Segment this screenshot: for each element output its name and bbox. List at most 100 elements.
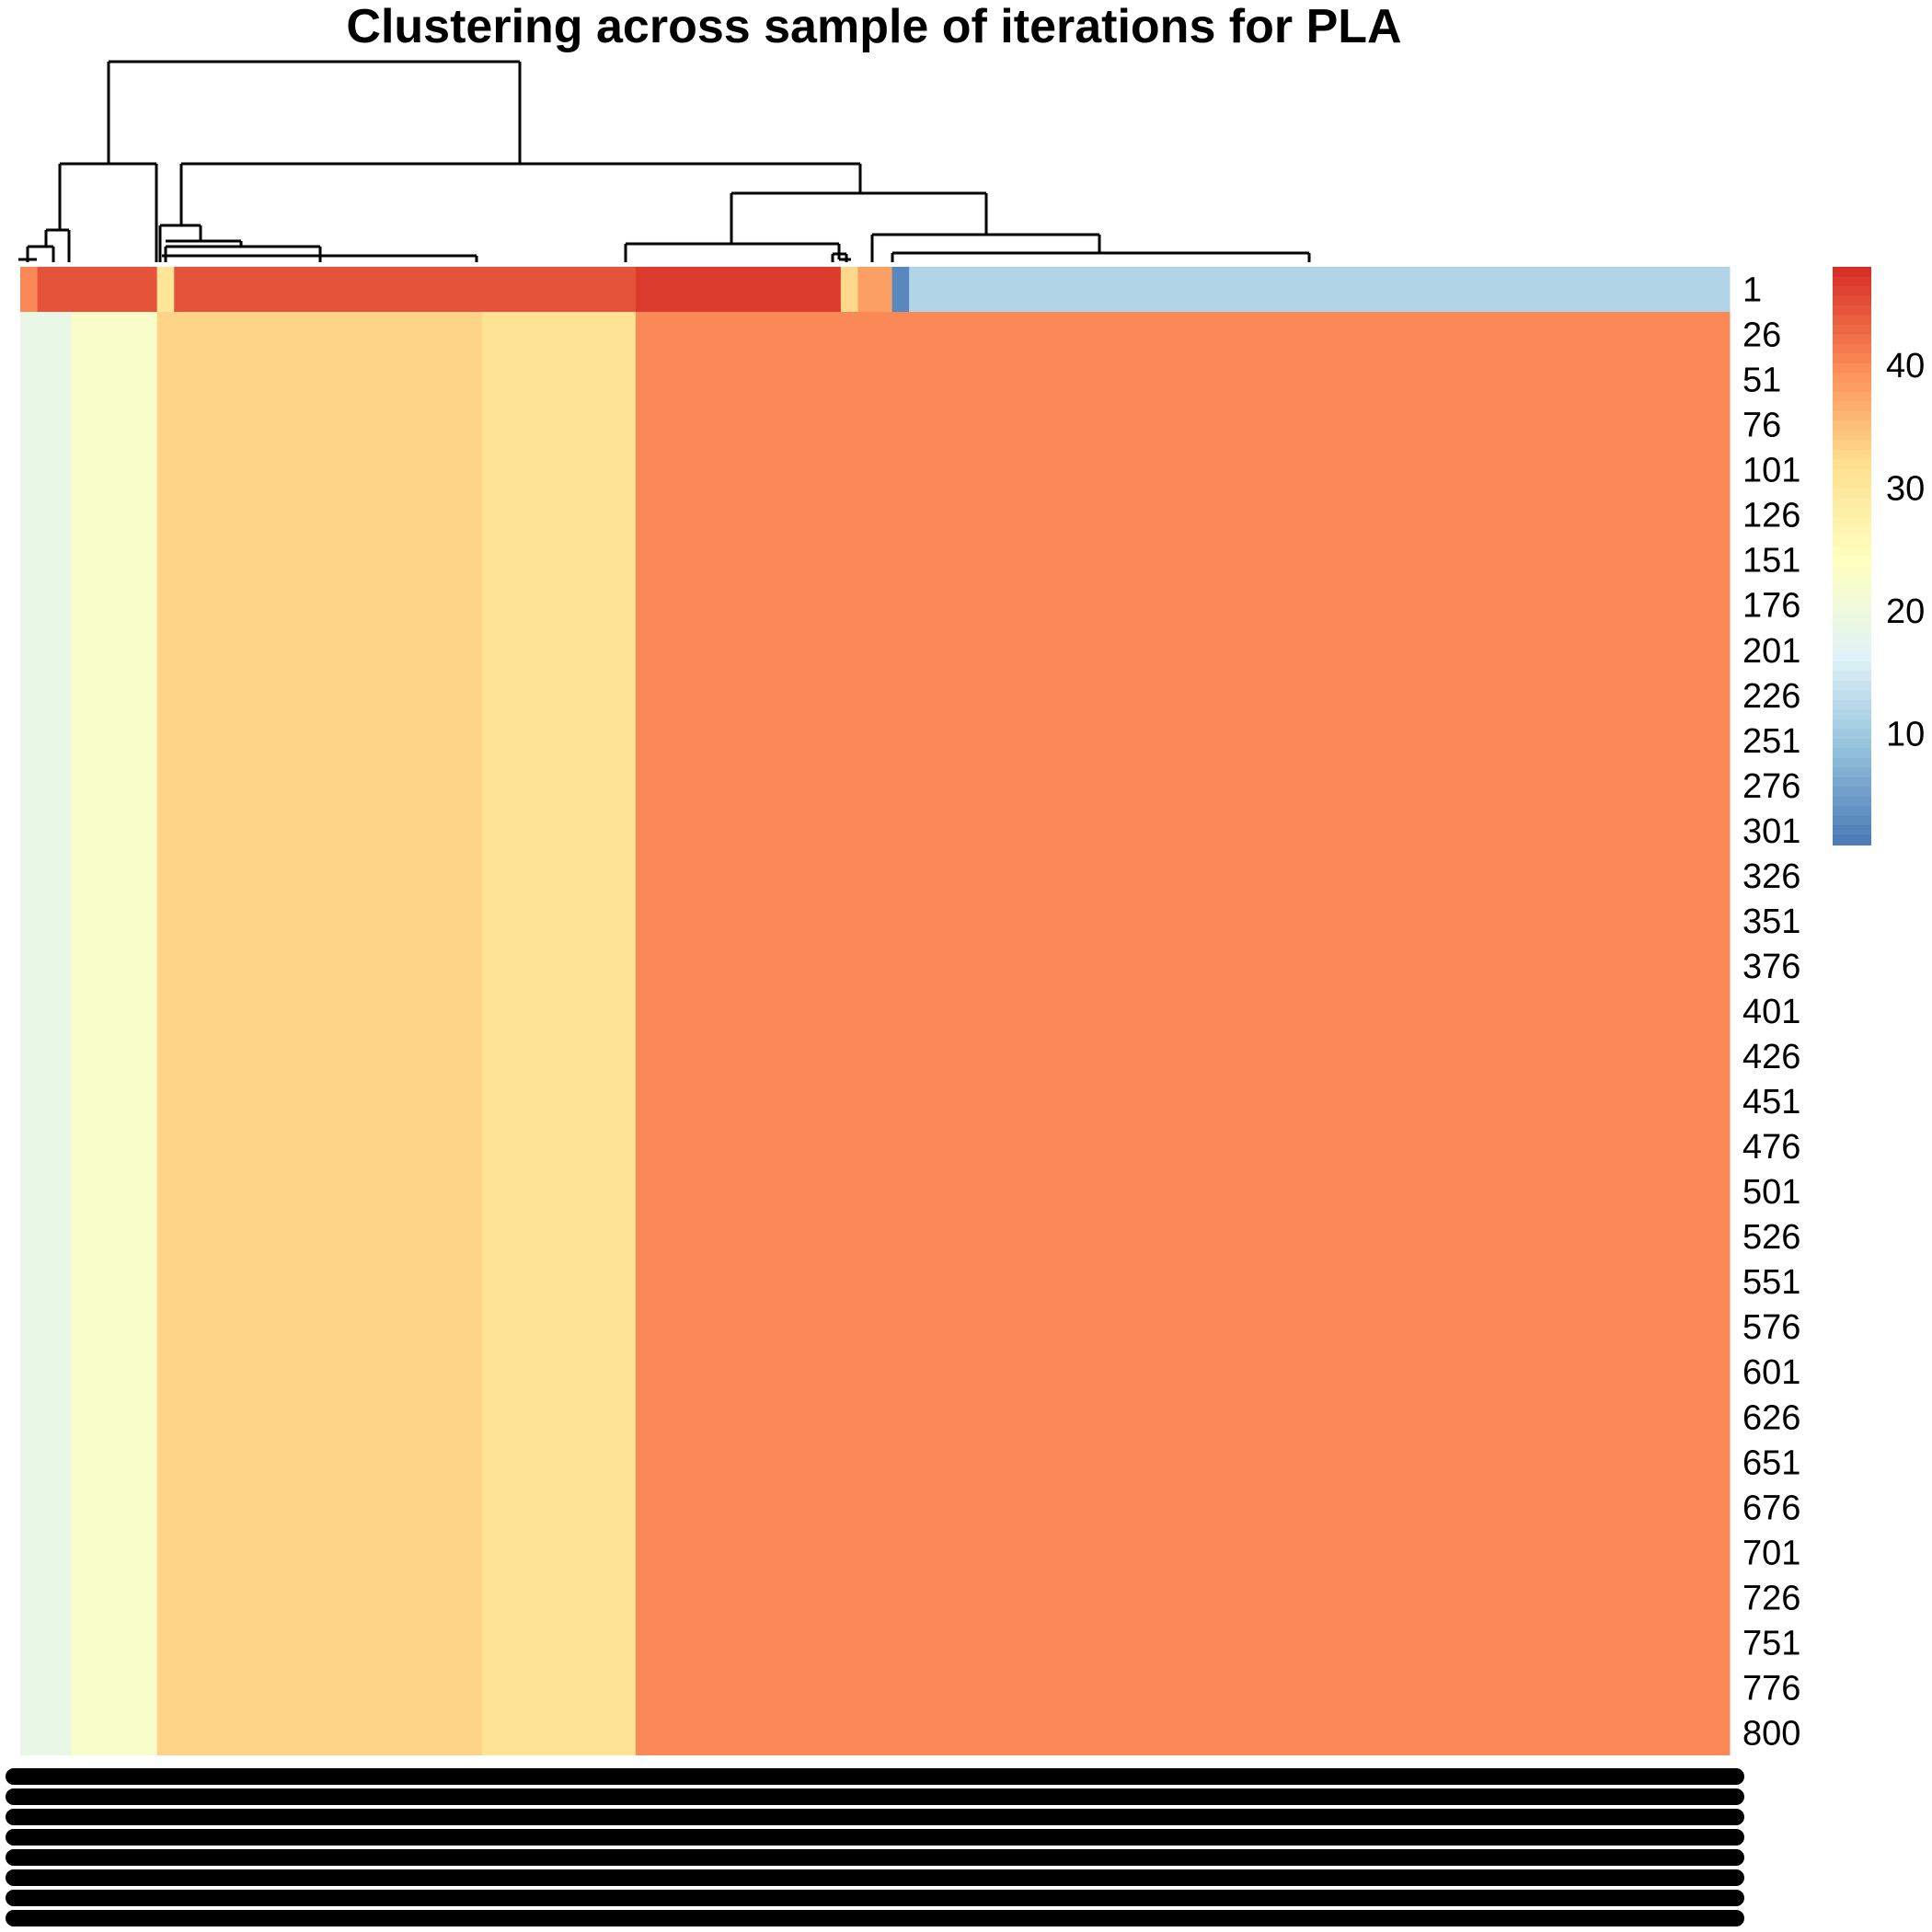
legend-color-step <box>1833 776 1871 788</box>
legend-color-step <box>1833 276 1871 287</box>
heatmap-cell-block-9 <box>857 312 893 1756</box>
legend-color-step <box>1833 661 1871 673</box>
legend-color-step <box>1833 574 1871 586</box>
legend-color-step <box>1833 613 1871 625</box>
row-label: 151 <box>1742 542 1800 581</box>
row-label: 401 <box>1742 993 1800 1031</box>
row-label: 776 <box>1742 1669 1800 1708</box>
legend-color-step <box>1833 651 1871 663</box>
legend-color-step <box>1833 565 1871 576</box>
heatmap-cell-block-5 <box>174 312 483 1756</box>
legend-color-step <box>1833 343 1871 355</box>
column-label-bar <box>6 1890 1744 1906</box>
row-label: 51 <box>1742 362 1781 400</box>
row-label: 301 <box>1742 812 1800 851</box>
legend-color-step <box>1833 681 1871 692</box>
legend-color-step <box>1833 767 1871 778</box>
legend-color-step <box>1833 324 1871 336</box>
row-label: 551 <box>1742 1263 1800 1302</box>
legend-color-step <box>1833 757 1871 769</box>
row-label: 126 <box>1742 497 1800 535</box>
heatmap-cells <box>20 267 1731 1756</box>
heatmap-cell-row1-block-6 <box>481 267 637 313</box>
legend-color-step <box>1833 459 1871 470</box>
row-label: 251 <box>1742 722 1800 761</box>
legend-color-step <box>1833 556 1871 567</box>
column-label-bar <box>6 1809 1744 1825</box>
column-labels <box>6 1768 1744 1926</box>
legend-color-step <box>1833 787 1871 798</box>
heatmap-cell-block-1 <box>20 312 39 1756</box>
row-label: 426 <box>1742 1038 1800 1076</box>
row-label: 676 <box>1742 1489 1800 1527</box>
legend-color-step <box>1833 806 1871 817</box>
legend-color-step <box>1833 498 1871 509</box>
heatmap-cell-row1-block-9 <box>857 267 893 313</box>
legend-color-step <box>1833 285 1871 297</box>
legend-color-step <box>1833 478 1871 489</box>
legend-tick-label: 40 <box>1886 347 1925 385</box>
legend-color-step <box>1833 796 1871 808</box>
heatmap-cell-row1-block-4 <box>156 267 175 313</box>
heatmap-cell-row1-block-3 <box>71 267 158 313</box>
row-label: 800 <box>1742 1714 1800 1753</box>
row-label: 451 <box>1742 1083 1800 1121</box>
legend-color-step <box>1833 729 1871 740</box>
row-label: 626 <box>1742 1398 1800 1437</box>
heatmap-cell-row1-block-8 <box>840 267 858 313</box>
heatmap-cell-block-2 <box>37 312 73 1756</box>
legend-color-step <box>1833 267 1871 278</box>
legend-color-step <box>1833 825 1871 836</box>
row-labels: 1265176101126151176201226251276301326351… <box>1742 271 1800 1754</box>
row-label: 176 <box>1742 587 1800 626</box>
row-label: 376 <box>1742 948 1800 986</box>
legend-color-step <box>1833 748 1871 759</box>
heatmap-cell-block-7 <box>635 312 842 1756</box>
legend-color-step <box>1833 420 1871 431</box>
row-label: 476 <box>1742 1128 1800 1167</box>
heatmap-cell-row1-block-11 <box>909 267 1731 313</box>
row-label: 651 <box>1742 1443 1800 1482</box>
row-label: 226 <box>1742 677 1800 716</box>
legend-color-step <box>1833 392 1871 403</box>
legend-color-step <box>1833 373 1871 384</box>
legend-color-step <box>1833 468 1871 480</box>
legend-color-step <box>1833 719 1871 730</box>
legend-color-step <box>1833 536 1871 547</box>
legend-color-step <box>1833 353 1871 364</box>
row-label: 501 <box>1742 1173 1800 1212</box>
legend-color-step <box>1833 517 1871 528</box>
legend-color-step <box>1833 507 1871 519</box>
row-label: 526 <box>1742 1218 1800 1257</box>
legend-color-step <box>1833 315 1871 326</box>
heatmap-cell-row1-block-7 <box>635 267 842 313</box>
legend-color-step <box>1833 623 1871 634</box>
row-label: 701 <box>1742 1534 1800 1572</box>
legend-color-step <box>1833 632 1871 644</box>
legend-color-step <box>1833 709 1871 720</box>
row-label: 326 <box>1742 857 1800 896</box>
heatmap-cell-row1-block-5 <box>174 267 483 313</box>
legend-color-step <box>1833 604 1871 615</box>
column-label-bar <box>6 1849 1744 1866</box>
legend-color-step <box>1833 382 1871 394</box>
legend-color-step <box>1833 593 1871 605</box>
legend-tick-label: 30 <box>1886 470 1925 509</box>
heatmap-cell-block-11 <box>909 312 1731 1756</box>
legend-color-step <box>1833 440 1871 451</box>
column-label-bar <box>6 1869 1744 1886</box>
row-label: 201 <box>1742 632 1800 671</box>
legend-color-step <box>1833 834 1871 845</box>
row-label: 751 <box>1742 1624 1800 1662</box>
legend-color-step <box>1833 334 1871 345</box>
row-label: 276 <box>1742 767 1800 806</box>
legend-color-step <box>1833 642 1871 653</box>
legend-color-step <box>1833 738 1871 750</box>
legend-color-step <box>1833 584 1871 595</box>
color-legend: 10 20 30 40 <box>1833 267 1925 845</box>
column-label-bar <box>6 1910 1744 1926</box>
heatmap-cell-block-3 <box>71 312 158 1756</box>
legend-color-step <box>1833 546 1871 557</box>
heatmap-cell-block-4 <box>156 312 175 1756</box>
